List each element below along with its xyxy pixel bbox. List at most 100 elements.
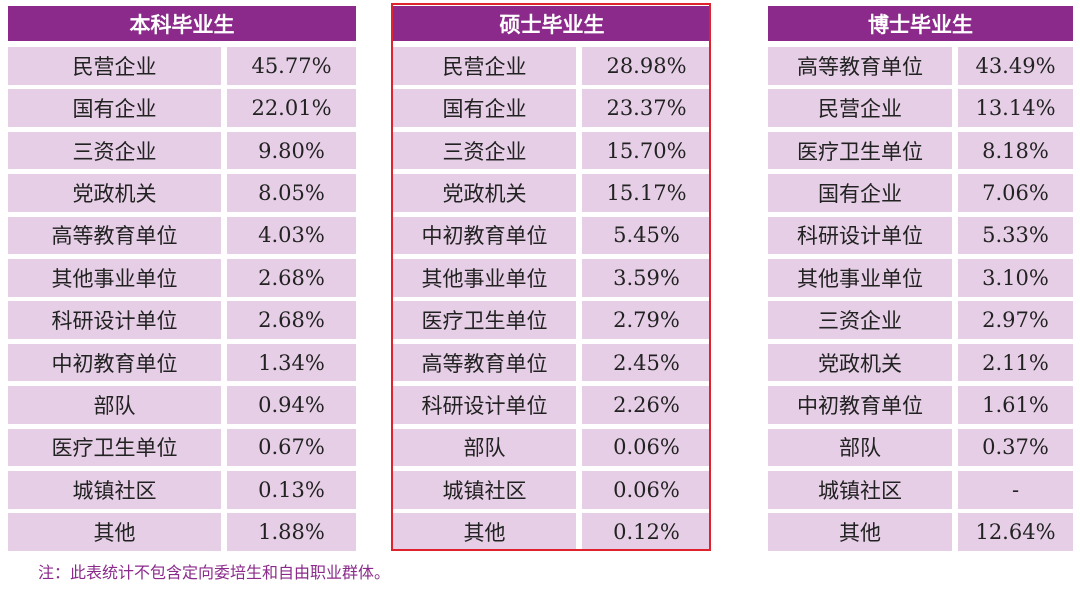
employer-type-cell: 其他	[768, 513, 952, 551]
table-row: 三资企业 15.70%	[393, 131, 711, 170]
table-row: 部队 0.94%	[8, 386, 356, 424]
employer-type-cell: 高等教育单位	[393, 343, 576, 382]
table-row: 部队 0.37%	[768, 428, 1073, 467]
percentage-cell: 15.70%	[582, 131, 711, 170]
employer-type-cell: 党政机关	[8, 174, 221, 212]
table-row: 中初教育单位 1.61%	[768, 386, 1073, 424]
employer-type-cell: 医疗卫生单位	[8, 428, 221, 467]
table-row: 党政机关 2.11%	[768, 343, 1073, 382]
employer-type-cell: 其他事业单位	[8, 258, 221, 297]
table-row: 城镇社区 -	[768, 470, 1073, 509]
percentage-cell: 28.98%	[582, 47, 711, 85]
table-row: 城镇社区 0.06%	[393, 470, 711, 509]
employer-type-cell: 城镇社区	[8, 470, 221, 509]
table-row: 高等教育单位 2.45%	[393, 343, 711, 382]
table-row: 高等教育单位 43.49%	[768, 47, 1073, 85]
table-row: 科研设计单位 2.68%	[8, 301, 356, 339]
percentage-cell: 2.11%	[958, 343, 1073, 382]
employer-type-cell: 部队	[393, 428, 576, 467]
table-header: 硕士毕业生	[393, 6, 711, 41]
employer-type-cell: 医疗卫生单位	[768, 131, 952, 170]
table-row: 党政机关 8.05%	[8, 174, 356, 212]
employer-type-cell: 其他事业单位	[768, 258, 952, 297]
percentage-cell: 3.59%	[582, 258, 711, 297]
employer-type-cell: 民营企业	[768, 89, 952, 127]
percentage-cell: 2.68%	[227, 258, 356, 297]
employer-type-cell: 国有企业	[768, 174, 952, 212]
table-row: 科研设计单位 5.33%	[768, 216, 1073, 255]
employer-type-cell: 其他	[8, 513, 221, 551]
employer-type-cell: 其他事业单位	[393, 258, 576, 297]
table-row: 民营企业 45.77%	[8, 47, 356, 85]
table-row: 医疗卫生单位 0.67%	[8, 428, 356, 467]
table-row: 党政机关 15.17%	[393, 174, 711, 212]
employer-type-cell: 中初教育单位	[393, 216, 576, 255]
table-header: 博士毕业生	[768, 6, 1073, 41]
percentage-cell: 5.33%	[958, 216, 1073, 255]
table-row: 国有企业 23.37%	[393, 89, 711, 127]
table-bachelor: 本科毕业生 民营企业 45.77% 国有企业 22.01% 三资企业 9.80% 党政机关 8…	[8, 6, 356, 556]
percentage-cell: 7.06%	[958, 174, 1073, 212]
percentage-cell: 0.67%	[227, 428, 356, 467]
employer-type-cell: 城镇社区	[768, 470, 952, 509]
table-row: 医疗卫生单位 2.79%	[393, 301, 711, 339]
employer-type-cell: 三资企业	[393, 131, 576, 170]
table-row: 科研设计单位 2.26%	[393, 386, 711, 424]
table-header: 本科毕业生	[8, 6, 356, 41]
table-row: 其他事业单位 3.59%	[393, 258, 711, 297]
table-row: 其他事业单位 2.68%	[8, 258, 356, 297]
percentage-cell: 3.10%	[958, 258, 1073, 297]
percentage-cell: 2.45%	[582, 343, 711, 382]
table-row: 城镇社区 0.13%	[8, 470, 356, 509]
percentage-cell: 9.80%	[227, 131, 356, 170]
employer-type-cell: 城镇社区	[393, 470, 576, 509]
table-row: 民营企业 13.14%	[768, 89, 1073, 127]
table-row: 医疗卫生单位 8.18%	[768, 131, 1073, 170]
employer-type-cell: 民营企业	[393, 47, 576, 85]
percentage-cell: 15.17%	[582, 174, 711, 212]
percentage-cell: 45.77%	[227, 47, 356, 85]
percentage-cell: 0.13%	[227, 470, 356, 509]
employer-type-cell: 党政机关	[393, 174, 576, 212]
percentage-cell: 43.49%	[958, 47, 1073, 85]
employer-type-cell: 三资企业	[768, 301, 952, 339]
percentage-cell: 0.94%	[227, 386, 356, 424]
table-row: 三资企业 2.97%	[768, 301, 1073, 339]
percentage-cell: 2.68%	[227, 301, 356, 339]
employer-type-cell: 其他	[393, 513, 576, 551]
percentage-cell: 12.64%	[958, 513, 1073, 551]
percentage-cell: 1.34%	[227, 343, 356, 382]
table-row: 中初教育单位 5.45%	[393, 216, 711, 255]
employer-type-cell: 中初教育单位	[8, 343, 221, 382]
employer-type-cell: 部队	[8, 386, 221, 424]
percentage-cell: 1.61%	[958, 386, 1073, 424]
table-row: 民营企业 28.98%	[393, 47, 711, 85]
employer-type-cell: 民营企业	[8, 47, 221, 85]
table-row: 其他 12.64%	[768, 513, 1073, 551]
table-row: 其他 0.12%	[393, 513, 711, 551]
percentage-cell: 0.06%	[582, 428, 711, 467]
footnote: 注：此表统计不包含定向委培生和自由职业群体。	[38, 563, 391, 582]
employer-type-cell: 三资企业	[8, 131, 221, 170]
table-row: 国有企业 7.06%	[768, 174, 1073, 212]
table-doctor: 博士毕业生 高等教育单位 43.49% 民营企业 13.14% 医疗卫生单位 8.18% 国…	[768, 6, 1073, 556]
employer-type-cell: 科研设计单位	[8, 301, 221, 339]
percentage-cell: 0.06%	[582, 470, 711, 509]
percentage-cell: 23.37%	[582, 89, 711, 127]
employer-type-cell: 国有企业	[393, 89, 576, 127]
table-row: 其他事业单位 3.10%	[768, 258, 1073, 297]
employer-type-cell: 中初教育单位	[768, 386, 952, 424]
employer-type-cell: 科研设计单位	[768, 216, 952, 255]
percentage-cell: 8.05%	[227, 174, 356, 212]
percentage-cell: 0.12%	[582, 513, 711, 551]
employer-type-cell: 医疗卫生单位	[393, 301, 576, 339]
table-row: 其他 1.88%	[8, 513, 356, 551]
percentage-cell: 2.79%	[582, 301, 711, 339]
employer-type-cell: 党政机关	[768, 343, 952, 382]
table-row: 高等教育单位 4.03%	[8, 216, 356, 255]
employer-type-cell: 部队	[768, 428, 952, 467]
employer-type-cell: 高等教育单位	[8, 216, 221, 255]
table-master: 硕士毕业生 民营企业 28.98% 国有企业 23.37% 三资企业 15.70% 党政机关…	[393, 6, 711, 556]
percentage-cell: 8.18%	[958, 131, 1073, 170]
percentage-cell: -	[958, 470, 1073, 509]
